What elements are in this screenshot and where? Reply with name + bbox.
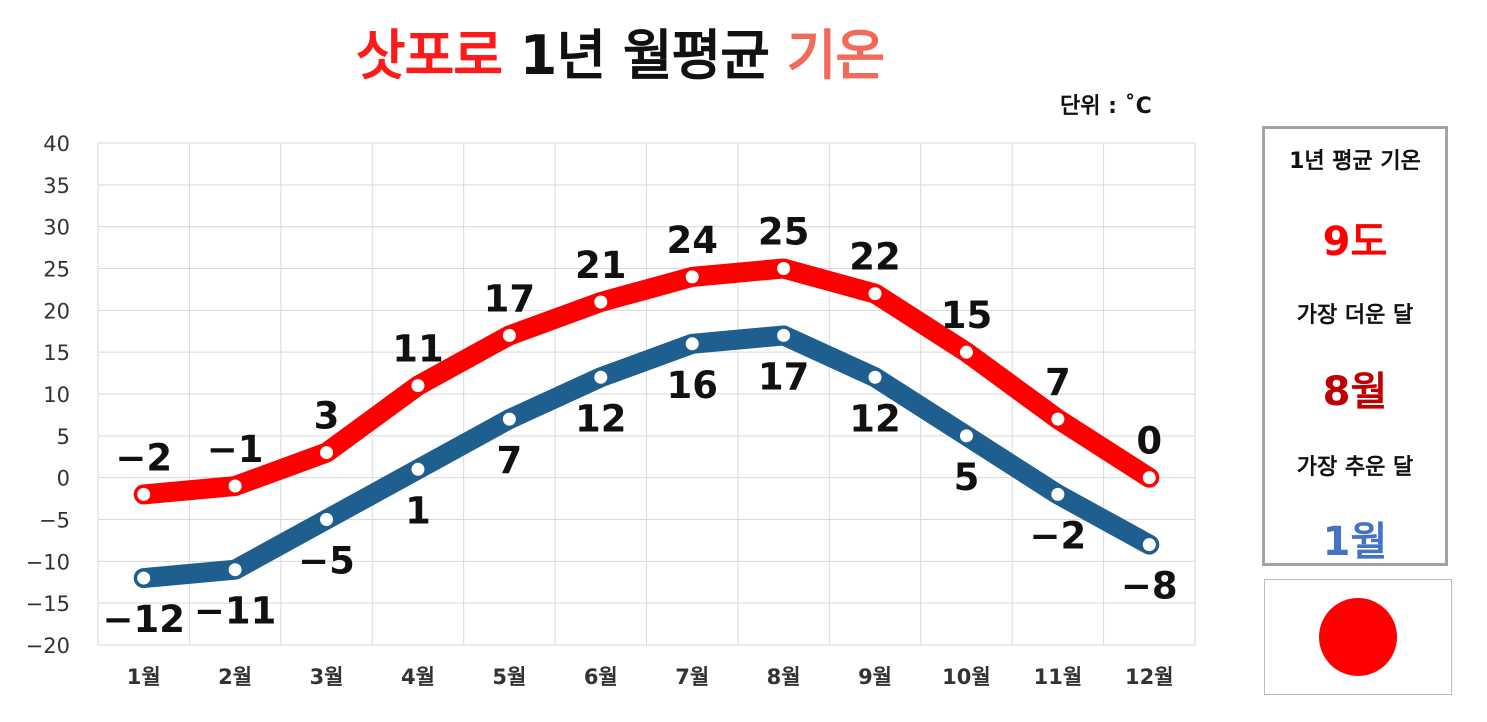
data-label: 1 [405,489,431,532]
y-tick-label: −15 [26,592,70,616]
x-tick-label: 4월 [401,665,435,689]
y-tick-label: 15 [43,341,70,365]
y-tick-label: 25 [43,258,70,282]
avg-temp-value: 9도 [1322,219,1388,265]
data-label: −11 [194,590,277,633]
data-label: 7 [497,439,523,482]
data-label: 17 [484,277,536,320]
data-point [1049,410,1067,428]
japan-flag-icon [1264,579,1452,695]
data-point [1049,485,1067,503]
data-point [957,343,975,361]
data-point [409,377,427,395]
data-label: 22 [849,236,901,279]
x-tick-label: 1월 [127,665,161,689]
y-tick-label: 40 [43,132,70,156]
y-tick-label: −5 [39,509,70,533]
x-tick-label: 7월 [675,665,709,689]
data-label: −2 [1030,514,1087,557]
flag-sun-circle [1319,598,1397,676]
x-tick-label: 3월 [310,665,344,689]
data-point [226,477,244,495]
data-point [500,410,518,428]
data-point [866,285,884,303]
x-tick-label: 6월 [584,665,618,689]
hottest-month-label: 가장 더운 달 [1296,303,1414,328]
data-label: 12 [849,397,901,440]
data-point [683,268,701,286]
series-line-1 [133,325,1160,589]
x-tick-label: 8월 [767,665,801,689]
coldest-month-value: 1월 [1322,519,1388,565]
data-label: 25 [758,211,810,254]
data-label: −5 [298,540,355,583]
avg-temp-label: 1년 평균 기온 [1289,149,1421,174]
chart-title: 삿포로 1년 월평균 기온 [300,18,940,94]
data-label: 24 [666,219,718,262]
x-tick-label: 9월 [858,665,892,689]
y-tick-label: −20 [26,634,70,658]
data-label: 12 [575,397,627,440]
data-point [592,293,610,311]
hottest-month-value: 8월 [1322,369,1388,415]
y-tick-label: 5 [57,425,70,449]
data-label: −1 [207,428,264,471]
data-point [318,444,336,462]
unit-label: 단위 : ˚C [1060,94,1152,119]
x-tick-label: 10월 [942,665,991,689]
data-label: −12 [102,598,185,641]
data-label: −2 [115,436,172,479]
data-point [866,368,884,386]
data-label: 0 [1136,420,1162,463]
data-label: 17 [758,355,810,398]
summary-panel: 1년 평균 기온 9도 가장 더운 달 8월 가장 추운 달 1월 [1262,126,1448,566]
x-tick-label: 11월 [1034,665,1083,689]
data-label: −8 [1121,565,1178,608]
y-tick-label: 20 [43,299,70,323]
title-middle: 1년 월평균 [519,24,770,87]
data-point [1140,536,1158,554]
y-tick-label: 10 [43,383,70,407]
data-label: 3 [314,395,340,438]
data-label: 16 [666,364,718,407]
x-tick-label: 5월 [492,665,526,689]
data-point [592,368,610,386]
y-tick-label: 0 [57,467,70,491]
title-end: 기온 [786,24,885,87]
series-line-0 [133,258,1160,505]
data-label: 7 [1045,361,1071,404]
data-label: 5 [954,456,980,499]
y-tick-label: 30 [43,216,70,240]
data-point [318,511,336,528]
data-point [135,569,153,587]
data-point [957,427,975,445]
coldest-month-label: 가장 추운 달 [1296,455,1414,480]
data-point [683,335,701,353]
x-tick-label: 2월 [218,665,252,689]
title-city: 삿포로 [355,24,503,87]
data-label: 21 [575,244,627,287]
data-point [1140,469,1158,487]
data-point [775,260,793,277]
data-point [775,326,793,344]
data-label: 15 [941,294,993,337]
y-tick-label: −10 [26,550,70,574]
x-tick-label: 12월 [1125,665,1174,689]
y-tick-label: 35 [43,174,70,198]
data-point [135,485,153,503]
data-point [409,460,427,478]
data-point [226,561,244,579]
data-label: 11 [392,328,444,371]
data-point [500,326,518,344]
